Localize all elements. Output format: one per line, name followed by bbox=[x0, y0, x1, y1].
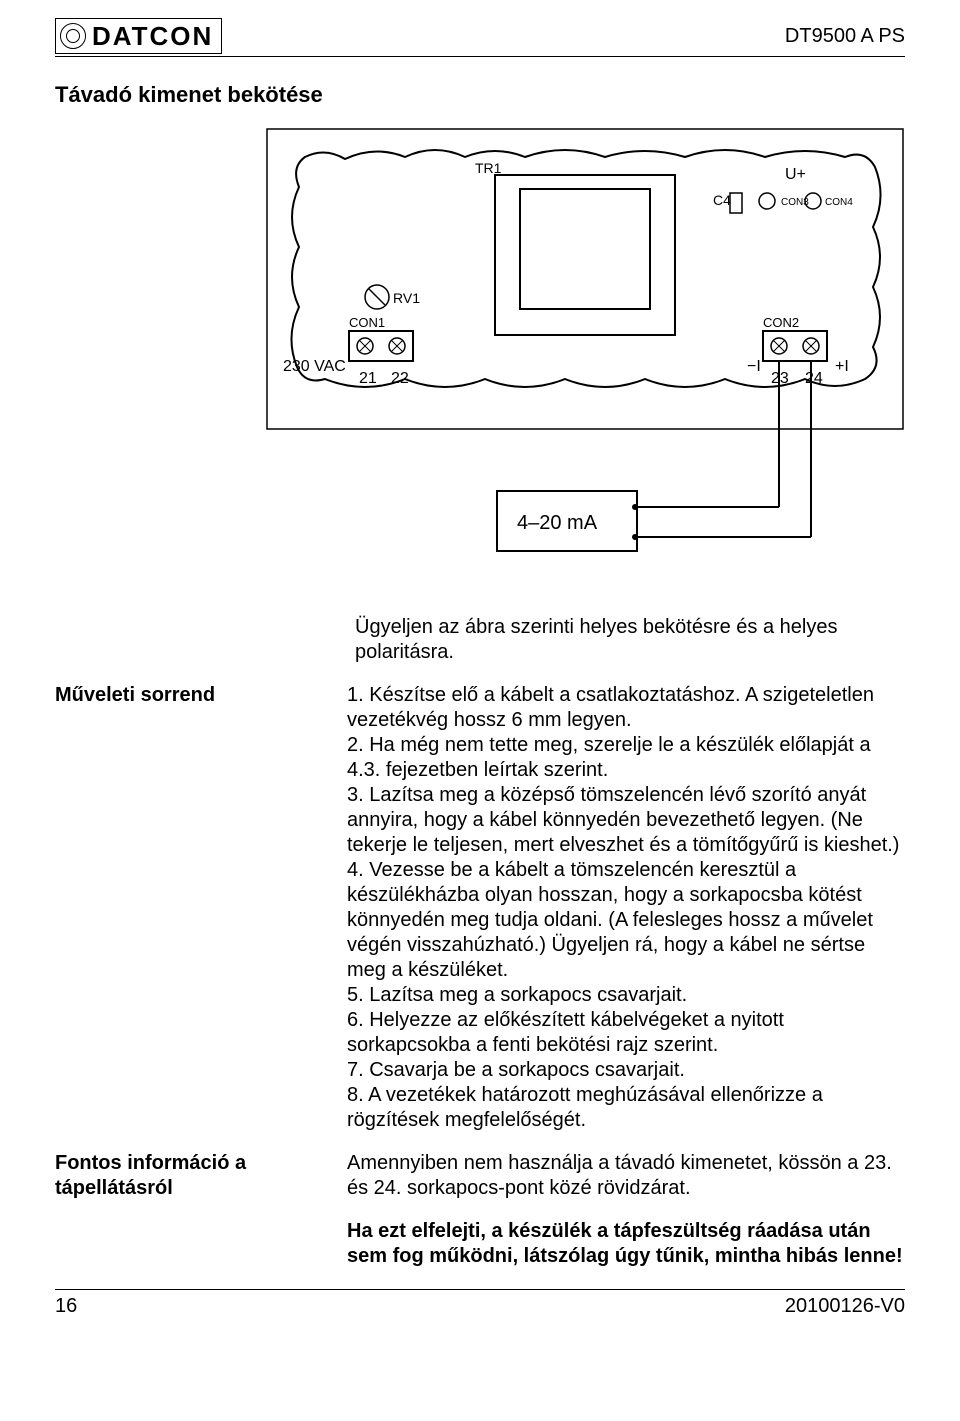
block-body-powerinfo: Amennyiben nem használja a távadó kimene… bbox=[347, 1151, 905, 1201]
label-con2: CON2 bbox=[763, 315, 799, 330]
svg-text:24: 24 bbox=[805, 370, 823, 387]
label-tr1: TR1 bbox=[475, 160, 502, 176]
label-c4: C4 bbox=[713, 192, 731, 208]
revision-id: 20100126-V0 bbox=[785, 1294, 905, 1319]
label-uplus: U+ bbox=[785, 166, 806, 183]
block-label-procedure: Műveleti sorrend bbox=[55, 683, 315, 1133]
logo: DATCON bbox=[55, 18, 222, 54]
label-230vac: 230 VAC bbox=[283, 358, 346, 375]
svg-text:CON3: CON3 bbox=[781, 197, 809, 208]
page-number: 16 bbox=[55, 1294, 77, 1319]
svg-text:−I: −I bbox=[747, 358, 761, 375]
block-body-procedure: 1. Készítse elő a kábelt a csatlakoztatá… bbox=[347, 683, 905, 1133]
svg-text:22: 22 bbox=[391, 370, 409, 387]
powerinfo-text: Amennyiben nem használja a távadó kimene… bbox=[347, 1151, 905, 1201]
block-powerinfo: Fontos információ a tápellátásról Amenny… bbox=[55, 1151, 905, 1201]
block-label-powerinfo: Fontos információ a tápellátásról bbox=[55, 1151, 315, 1201]
section-title: Távadó kimenet bekötése bbox=[55, 81, 905, 109]
logo-text: DATCON bbox=[92, 20, 213, 53]
label-current: 4–20 mA bbox=[517, 512, 598, 534]
wiring-diagram: TR1 U+ C4 CON3 CON4 RV1 CON1 CON2 bbox=[265, 127, 905, 587]
svg-text:21: 21 bbox=[359, 370, 377, 387]
logo-mark-icon bbox=[60, 23, 86, 49]
page-footer: 16 20100126-V0 bbox=[55, 1289, 905, 1319]
block-procedure: Műveleti sorrend 1. Készítse elő a kábel… bbox=[55, 683, 905, 1133]
label-con1: CON1 bbox=[349, 315, 385, 330]
warning-text: Ha ezt elfelejti, a készülék a tápfeszül… bbox=[347, 1219, 907, 1269]
page-header: DATCON DT9500 A PS bbox=[55, 18, 905, 57]
svg-text:+I: +I bbox=[835, 358, 849, 375]
svg-text:CON4: CON4 bbox=[825, 197, 853, 208]
procedure-text: 1. Készítse elő a kábelt a csatlakoztatá… bbox=[347, 683, 905, 1133]
intro-text: Ügyeljen az ábra szerinti helyes bekötés… bbox=[355, 615, 915, 665]
document-id: DT9500 A PS bbox=[785, 24, 905, 49]
label-rv1: RV1 bbox=[393, 290, 420, 306]
